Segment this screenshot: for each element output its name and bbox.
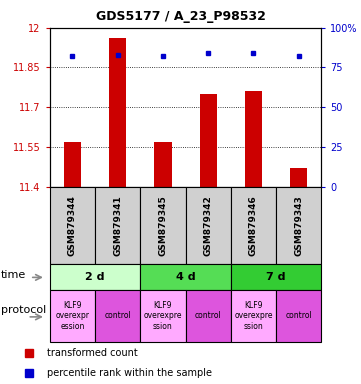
Text: transformed count: transformed count	[47, 348, 138, 358]
Text: KLF9
overexpre
ssion: KLF9 overexpre ssion	[234, 301, 273, 331]
Text: GSM879341: GSM879341	[113, 195, 122, 256]
Text: KLF9
overexpre
ssion: KLF9 overexpre ssion	[144, 301, 182, 331]
Bar	[231, 290, 276, 342]
Bar	[50, 264, 140, 290]
Bar	[200, 94, 217, 187]
Bar	[140, 264, 231, 290]
Text: GDS5177 / A_23_P98532: GDS5177 / A_23_P98532	[96, 10, 265, 23]
Text: control: control	[285, 311, 312, 320]
Bar	[140, 187, 186, 264]
Text: GSM879343: GSM879343	[294, 195, 303, 256]
Text: control: control	[195, 311, 222, 320]
Text: GSM879346: GSM879346	[249, 195, 258, 256]
Text: time: time	[1, 270, 26, 280]
Bar	[50, 187, 95, 264]
Text: 2 d: 2 d	[85, 272, 105, 282]
Bar	[186, 187, 231, 264]
Text: GSM879342: GSM879342	[204, 195, 213, 256]
Bar	[290, 169, 307, 187]
Text: protocol: protocol	[1, 305, 46, 314]
Bar	[95, 187, 140, 264]
Bar	[231, 187, 276, 264]
Bar	[155, 142, 171, 187]
Bar	[276, 187, 321, 264]
Bar	[186, 290, 231, 342]
Bar	[64, 142, 81, 187]
Text: 7 d: 7 d	[266, 272, 286, 282]
Bar	[50, 290, 95, 342]
Bar	[95, 290, 140, 342]
Text: percentile rank within the sample: percentile rank within the sample	[47, 368, 212, 378]
Bar	[245, 91, 262, 187]
Text: GSM879345: GSM879345	[158, 195, 168, 256]
Bar	[231, 264, 321, 290]
Text: KLF9
overexpr
ession: KLF9 overexpr ession	[56, 301, 90, 331]
Bar	[276, 290, 321, 342]
Bar	[140, 290, 186, 342]
Text: GSM879344: GSM879344	[68, 195, 77, 256]
Bar	[109, 38, 126, 187]
Text: 4 d: 4 d	[176, 272, 195, 282]
Text: control: control	[104, 311, 131, 320]
